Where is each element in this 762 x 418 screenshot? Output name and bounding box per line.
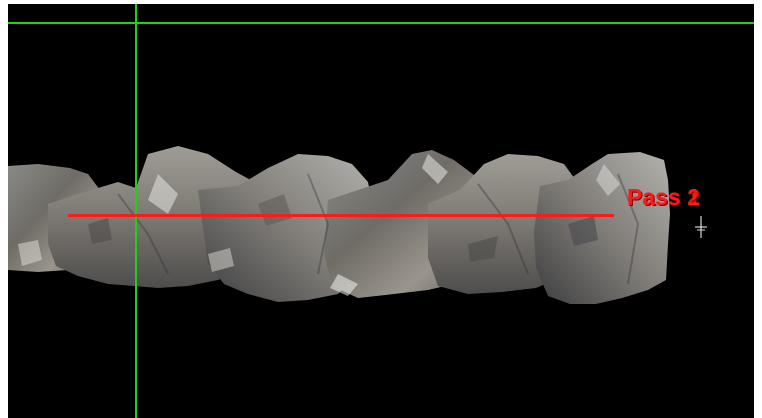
crosshair-cursor-icon [695,216,707,238]
aerial-mosaic-image [8,146,670,304]
pass-2-label: Pass 2 [627,184,700,210]
pass-1-label: Pass 1 [627,184,700,210]
vertical-guide-line[interactable] [135,4,137,418]
flight-pass-line[interactable] [68,214,614,217]
pass-label-group: Pass 1 Pass 2 [627,184,700,211]
horizontal-guide-line[interactable] [8,22,754,24]
mosaic-viewport[interactable]: Pass 1 Pass 2 [8,4,754,418]
